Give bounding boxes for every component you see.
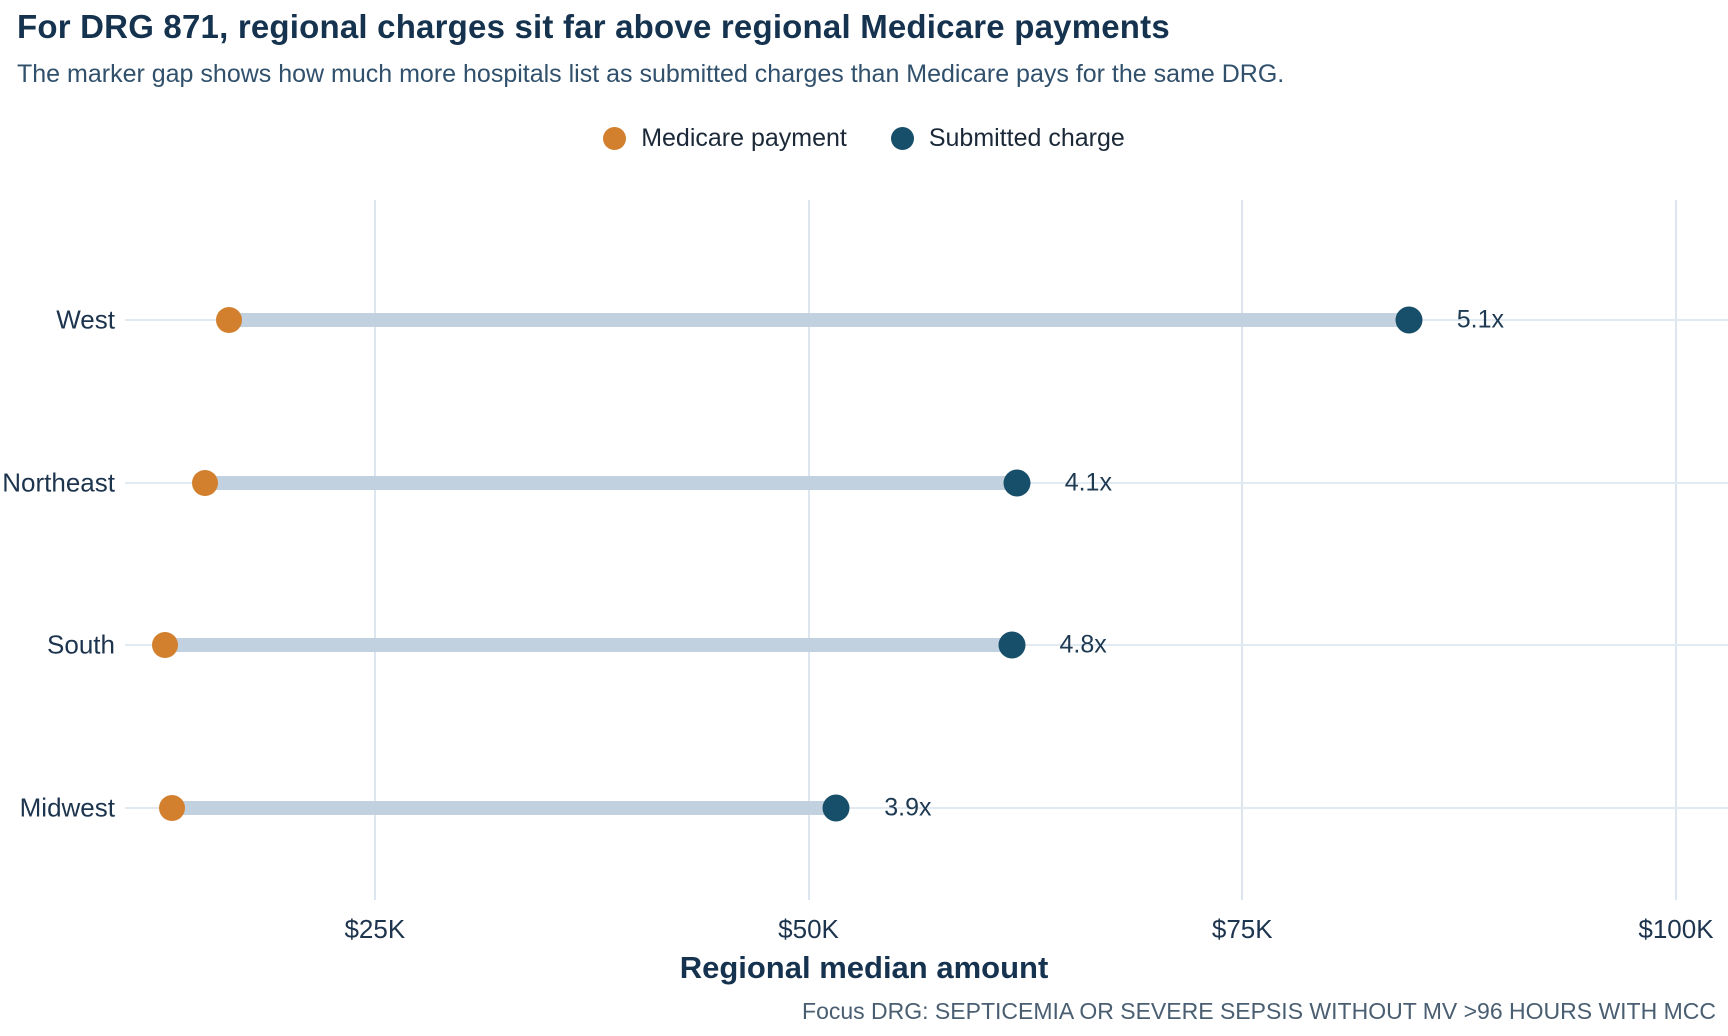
y-axis-label: South [47, 629, 115, 660]
submitted-charge-marker[interactable] [998, 631, 1025, 659]
medicare-payment-marker[interactable] [151, 632, 178, 659]
x-axis-tick-label: $100K [1638, 914, 1714, 944]
legend-label: Submitted charge [928, 124, 1125, 152]
vertical-gridline [373, 200, 376, 900]
dumbbell-stem [164, 638, 1012, 653]
dumbbell-stem [204, 475, 1017, 490]
x-axis-title: Regional median amount [679, 950, 1049, 985]
vertical-gridline [1674, 200, 1677, 900]
submitted-charge-marker[interactable] [1395, 306, 1423, 334]
y-axis-label: Northeast [2, 467, 115, 498]
medicare-payment-marker[interactable] [191, 469, 218, 496]
x-axis-ticks: $25K $50K $75K $100K [125, 914, 1728, 948]
submitted-charge-marker[interactable] [822, 794, 850, 822]
chart-title: For DRG 871, regional charges sit far ab… [17, 8, 1170, 45]
medicare-payment-marker[interactable] [216, 306, 243, 333]
focus-drg-note: Focus DRG: SEPTICEMIA OR SEVERE SEPSIS W… [802, 998, 1716, 1024]
ratio-annotation: 5.1x [1456, 305, 1505, 334]
row-gridline [125, 807, 1728, 810]
medicare-payment-marker[interactable] [158, 795, 185, 822]
ratio-annotation: 4.1x [1064, 468, 1112, 497]
legend-item-medicare-payment[interactable]: Medicare payment [603, 124, 847, 153]
legend-marker-icon [603, 127, 627, 150]
chart-subtitle: The marker gap shows how much more hospi… [17, 60, 1285, 88]
legend: Medicare payment Submitted charge [0, 124, 1728, 153]
ratio-annotation: 3.9x [884, 793, 932, 822]
ratio-annotation: 4.8x [1059, 630, 1107, 659]
x-axis-tick-label: $25K [344, 914, 406, 944]
x-axis-tick-label: $75K [1211, 914, 1273, 944]
y-axis-label: West [56, 304, 115, 335]
submitted-charge-marker[interactable] [1003, 469, 1031, 497]
legend-marker-icon [890, 127, 914, 150]
dumbbell-stem [229, 312, 1409, 327]
y-axis-label: Midwest [19, 792, 115, 823]
legend-label: Medicare payment [641, 124, 847, 152]
vertical-gridline [1241, 200, 1244, 900]
dumbbell-stem [171, 801, 837, 816]
legend-item-submitted-charge[interactable]: Submitted charge [890, 124, 1125, 153]
vertical-gridline [807, 200, 810, 900]
plot-area: 5.1x 4.1x 4.8x 3.9x [125, 200, 1728, 900]
y-axis-labels: West Northeast South Midwest [0, 200, 115, 900]
x-axis-tick-label: $50K [778, 914, 839, 944]
